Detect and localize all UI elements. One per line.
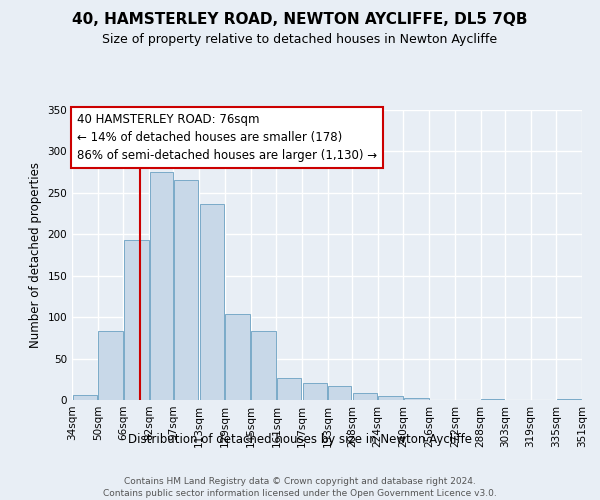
Bar: [557, 399, 581, 400]
Bar: [251, 331, 275, 400]
Text: Distribution of detached houses by size in Newton Aycliffe: Distribution of detached houses by size …: [128, 432, 472, 446]
Bar: [200, 204, 224, 400]
Bar: [174, 180, 199, 400]
Bar: [124, 240, 149, 400]
Bar: [150, 172, 173, 400]
Text: 40, HAMSTERLEY ROAD, NEWTON AYCLIFFE, DL5 7QB: 40, HAMSTERLEY ROAD, NEWTON AYCLIFFE, DL…: [72, 12, 528, 28]
Bar: [404, 398, 428, 400]
Bar: [353, 394, 377, 400]
Bar: [226, 314, 250, 400]
Text: Size of property relative to detached houses in Newton Aycliffe: Size of property relative to detached ho…: [103, 32, 497, 46]
Bar: [303, 384, 327, 400]
Y-axis label: Number of detached properties: Number of detached properties: [29, 162, 42, 348]
Bar: [73, 395, 97, 400]
Bar: [277, 378, 301, 400]
Text: Contains public sector information licensed under the Open Government Licence v3: Contains public sector information licen…: [103, 489, 497, 498]
Text: 40 HAMSTERLEY ROAD: 76sqm
← 14% of detached houses are smaller (178)
86% of semi: 40 HAMSTERLEY ROAD: 76sqm ← 14% of detac…: [77, 113, 377, 162]
Text: Contains HM Land Registry data © Crown copyright and database right 2024.: Contains HM Land Registry data © Crown c…: [124, 478, 476, 486]
Bar: [328, 386, 351, 400]
Bar: [98, 331, 123, 400]
Bar: [481, 399, 504, 400]
Bar: [379, 396, 403, 400]
